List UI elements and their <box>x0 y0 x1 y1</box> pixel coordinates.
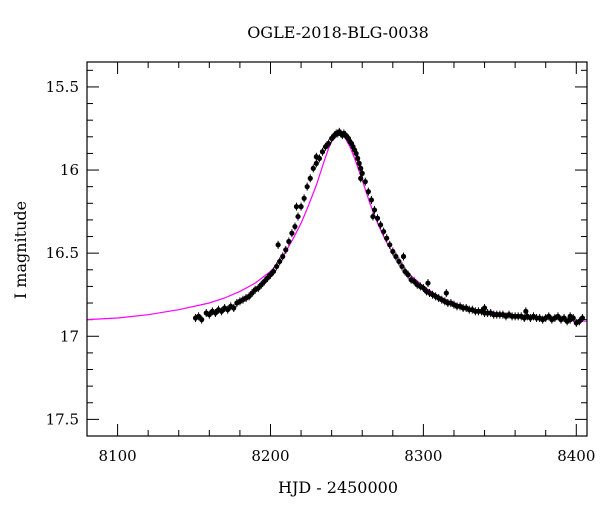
data-point <box>387 242 393 248</box>
y-tick-label: 17 <box>60 327 79 345</box>
data-point <box>258 282 264 288</box>
data-point <box>371 207 378 213</box>
model-fit-line <box>87 132 587 322</box>
data-point <box>274 263 280 270</box>
data-point <box>292 223 298 230</box>
data-point <box>555 313 561 319</box>
data-point <box>324 142 330 148</box>
data-point <box>390 248 396 255</box>
data-point <box>402 268 408 275</box>
data-point <box>561 315 567 321</box>
plot-frame <box>86 61 588 437</box>
data-point <box>313 154 319 160</box>
data-point <box>319 149 326 155</box>
data-point <box>255 285 261 291</box>
data-point <box>576 318 582 324</box>
data-point <box>298 204 304 210</box>
x-tick-label: 8400 <box>557 447 595 465</box>
data-point <box>277 258 283 265</box>
data-point <box>264 275 271 281</box>
x-tick-label: 8200 <box>251 447 289 465</box>
data-point <box>579 315 586 321</box>
y-tick-label: 17.5 <box>46 410 79 428</box>
data-point <box>286 238 292 245</box>
data-point <box>399 263 405 270</box>
data-point <box>280 253 286 260</box>
data-point <box>307 175 313 181</box>
data-point <box>275 242 281 248</box>
data-point <box>400 253 407 260</box>
y-tick-label: 16.5 <box>46 244 79 262</box>
data-point <box>443 290 449 296</box>
y-tick-label: 15.5 <box>46 78 79 96</box>
data-point <box>301 195 307 201</box>
x-tick-label: 8100 <box>98 447 136 465</box>
data-point <box>261 278 267 285</box>
data-point <box>396 258 402 265</box>
tick-labels: 8100 8200 8300 8400 15.5 16 16.5 17 17.5 <box>46 78 596 465</box>
data-point <box>425 280 431 286</box>
data-point <box>212 310 219 316</box>
data-point <box>218 308 225 314</box>
data-point <box>231 305 237 311</box>
data-point <box>196 313 202 319</box>
data-point <box>393 253 399 260</box>
data-point <box>199 317 205 323</box>
data-point <box>381 228 387 235</box>
x-tick-label: 8300 <box>404 447 442 465</box>
data-point <box>481 305 488 311</box>
data-point <box>420 285 426 291</box>
data-point <box>546 313 552 319</box>
data-point <box>225 307 231 313</box>
data-point <box>384 235 390 241</box>
x-axis-label: HJD - 2450000 <box>278 478 398 497</box>
data-point <box>358 175 364 181</box>
data-point <box>270 268 277 275</box>
data-point <box>368 197 375 203</box>
y-tick-label: 16 <box>60 161 79 179</box>
model-fit-layer <box>87 132 587 322</box>
chart-title: OGLE-2018-BLG-0038 <box>247 23 429 42</box>
data-point <box>374 215 381 221</box>
data-point <box>246 293 252 299</box>
data-point <box>362 179 368 185</box>
data-point <box>370 213 376 220</box>
data-point <box>377 222 384 228</box>
data-point <box>295 213 301 220</box>
data-point <box>523 308 529 314</box>
data-point <box>293 204 300 210</box>
data-points-layer <box>192 127 586 327</box>
data-point <box>310 165 316 171</box>
data-point <box>365 189 371 195</box>
data-point <box>567 313 573 319</box>
data-point <box>249 290 255 296</box>
axis-ticks <box>86 62 587 437</box>
data-point <box>267 272 274 278</box>
data-point <box>405 272 411 278</box>
data-point <box>206 312 212 318</box>
data-point <box>283 247 289 253</box>
y-axis-label: I magnitude <box>11 201 30 299</box>
data-point <box>411 278 417 285</box>
data-point <box>313 160 319 166</box>
data-point <box>304 184 310 190</box>
data-point <box>289 230 295 236</box>
